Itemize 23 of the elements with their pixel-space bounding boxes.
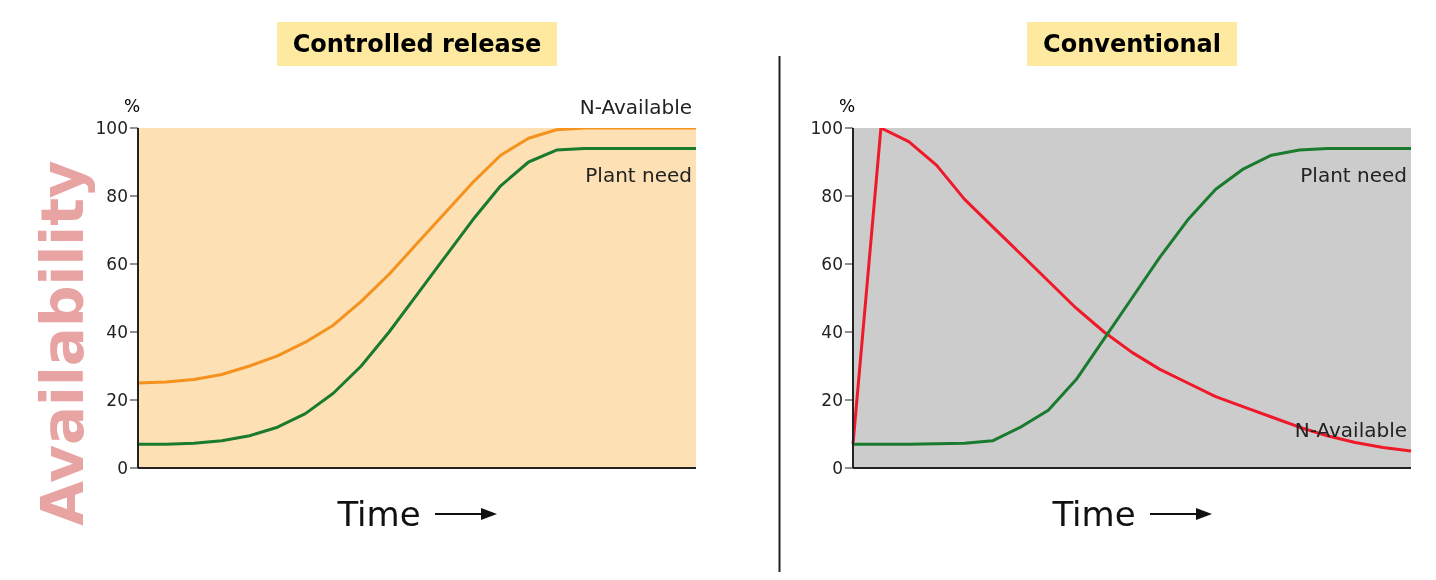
y-tick-label: 100 <box>810 118 843 139</box>
y-tick-label: 20 <box>821 390 843 411</box>
y-tick-label: 60 <box>821 254 843 275</box>
series-label: Plant need <box>585 163 692 188</box>
y-tick-label: 40 <box>106 322 128 343</box>
x-axis-title: Time <box>1052 494 1136 534</box>
y-tick-label: 60 <box>106 254 128 275</box>
y-tick-label: 80 <box>821 186 843 207</box>
x-axis-title: Time <box>337 494 421 534</box>
chart-title: Controlled release <box>276 22 558 66</box>
y-axis-title: % <box>124 96 141 116</box>
series-label: Plant need <box>1300 163 1407 188</box>
y-tick-label: 0 <box>832 458 843 479</box>
chart-title: Conventional <box>1027 22 1237 66</box>
y-tick-label: 40 <box>821 322 843 343</box>
y-tick-label: 20 <box>106 390 128 411</box>
text: Availability <box>29 160 97 526</box>
y-tick-label: 80 <box>106 186 128 207</box>
y-axis-title: % <box>839 96 856 116</box>
line-series <box>136 128 698 385</box>
series-label: N-Available <box>579 95 692 119</box>
y-tick-label: 100 <box>95 118 128 139</box>
y-tick-label: 0 <box>117 458 128 479</box>
